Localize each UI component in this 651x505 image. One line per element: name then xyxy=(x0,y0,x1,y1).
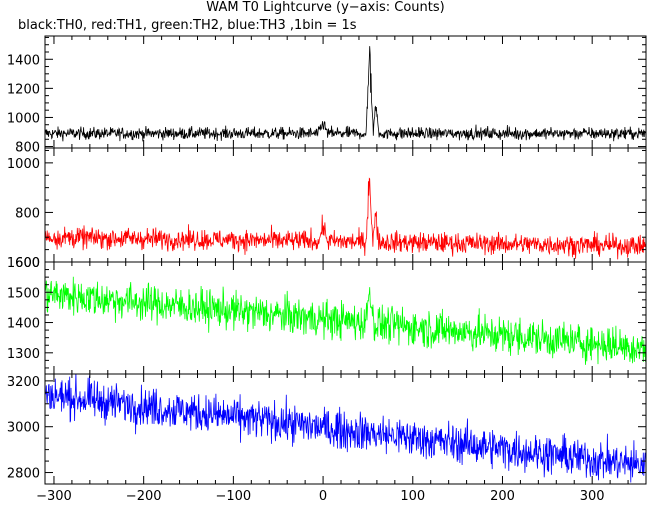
series-line-th1 xyxy=(45,177,646,260)
y-tick-label-2-1: 1400 xyxy=(7,317,40,332)
x-tick-label-4: 100 xyxy=(400,489,425,504)
x-tick-label-6: 300 xyxy=(580,489,605,504)
x-tick-label-2: −100 xyxy=(216,489,252,504)
chart-subtitle: black:TH0, red:TH1, green:TH2, blue:TH3 … xyxy=(18,18,357,33)
x-tick-label-1: −200 xyxy=(126,489,162,504)
panel-frame-0 xyxy=(44,35,647,149)
y-tick-label-3-2: 3200 xyxy=(7,375,40,390)
x-tick-label-0: −300 xyxy=(36,489,72,504)
y-tick-label-2-3: 1600 xyxy=(7,256,40,271)
series-line-th3 xyxy=(45,374,646,483)
x-tick-label-3: 0 xyxy=(319,489,327,504)
y-tick-label-0-3: 1400 xyxy=(7,53,40,68)
y-tick-label-0-1: 1000 xyxy=(7,111,40,126)
y-tick-label-1-1: 800 xyxy=(15,206,40,221)
x-tick-label-5: 200 xyxy=(490,489,515,504)
chart-title: WAM T0 Lightcurve (y−axis: Counts) xyxy=(206,0,445,15)
series-line-th0 xyxy=(45,46,646,142)
y-tick-label-3-0: 2800 xyxy=(7,467,40,482)
y-tick-label-3-1: 3000 xyxy=(7,421,40,436)
y-tick-label-1-2: 1000 xyxy=(7,157,40,172)
y-tick-label-0-2: 1200 xyxy=(7,82,40,97)
y-tick-label-1-0: 600 xyxy=(15,256,40,271)
panel-frame-3 xyxy=(44,373,647,485)
y-tick-label-0-0: 800 xyxy=(15,141,40,156)
y-tick-label-2-0: 1300 xyxy=(7,347,40,362)
series-line-th2 xyxy=(45,276,646,365)
y-tick-label-2-2: 1500 xyxy=(7,286,40,301)
